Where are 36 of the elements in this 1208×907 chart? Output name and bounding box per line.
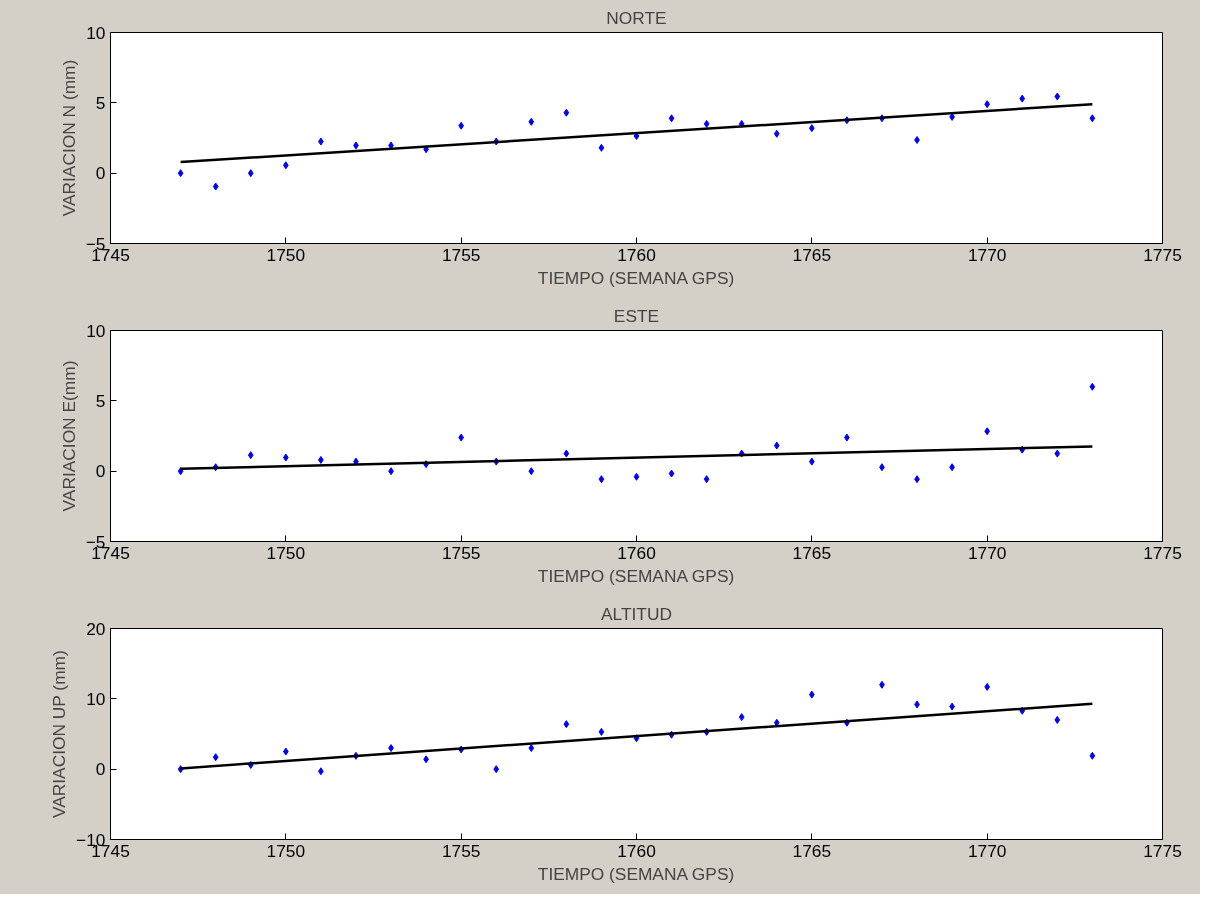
x-tick-label: 1775	[1143, 244, 1182, 265]
x-tick-label: 1765	[792, 542, 832, 563]
x-tick-label: 1760	[617, 542, 656, 563]
y-tick-label: 0	[95, 163, 106, 184]
x-axis-title: TIEMPO (SEMANA GPS)	[537, 267, 735, 288]
x-tick-label: 1770	[967, 840, 1007, 861]
x-axis-title: TIEMPO (SEMANA GPS)	[537, 565, 735, 586]
x-axis-title: TIEMPO (SEMANA GPS)	[537, 863, 735, 884]
x-tick-label: 1755	[441, 840, 481, 861]
chart-title: ESTE	[613, 305, 660, 326]
y-axis-title: VARIACION E(mm)	[58, 360, 79, 512]
x-tick-label: 1750	[266, 840, 306, 861]
y-tick-label: 5	[95, 92, 106, 113]
x-tick-label: 1770	[967, 542, 1007, 563]
y-axis-title: VARIACION N (mm)	[58, 59, 79, 217]
x-tick-label: 1760	[617, 840, 656, 861]
y-tick-label: 0	[95, 759, 106, 780]
y-tick-label: 5	[95, 390, 106, 411]
x-tick-label: 1750	[266, 542, 306, 563]
x-tick-label: 1770	[967, 244, 1007, 265]
y-tick-label: 20	[86, 618, 106, 639]
x-tick-label: 1760	[617, 244, 656, 265]
x-tick-label: 1765	[792, 244, 832, 265]
x-tick-label: 1750	[266, 244, 306, 265]
chart-title: NORTE	[606, 7, 667, 28]
x-tick-label: 1755	[441, 244, 481, 265]
x-tick-label: 1775	[1143, 542, 1182, 563]
y-axis-title: VARIACION UP (mm)	[49, 650, 70, 819]
x-tick-label: 1755	[441, 542, 481, 563]
chart-title: ALTITUD	[601, 603, 672, 624]
y-tick-label: 10	[86, 688, 106, 709]
x-tick-label: 1765	[792, 840, 832, 861]
y-tick-label: 10	[86, 22, 106, 43]
x-tick-label: 1775	[1143, 840, 1182, 861]
y-tick-label: 10	[86, 320, 106, 341]
y-tick-label: 0	[95, 461, 106, 482]
